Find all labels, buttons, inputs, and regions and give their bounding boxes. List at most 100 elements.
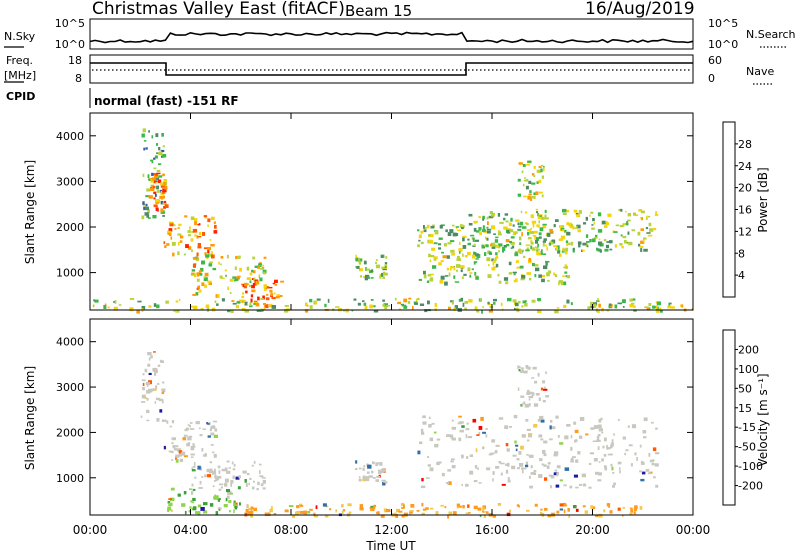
power-pixel: [503, 217, 506, 221]
vel-pixel: [525, 419, 529, 422]
vel-pixel: [181, 503, 186, 507]
vel-pixel: [570, 447, 573, 450]
vel-ytick-label: 4000: [56, 336, 84, 349]
power-pixel: [494, 257, 497, 261]
vel-pixel: [525, 464, 529, 468]
power-pixel: [175, 300, 179, 303]
power-pixel: [633, 212, 636, 216]
nsky-label: N.Sky: [4, 30, 36, 43]
vel-pixel: [425, 477, 430, 479]
power-pixel: [647, 215, 651, 218]
vel-pixel: [573, 474, 578, 478]
vel-pixel: [256, 488, 259, 491]
power-pixel: [637, 231, 641, 236]
vel-pixel: [191, 483, 194, 487]
vel-pixel: [376, 475, 380, 478]
power-pixel: [560, 227, 565, 231]
power-pixel: [617, 302, 622, 305]
power-pixel: [530, 197, 533, 201]
power-pixel: [590, 301, 593, 306]
power-pixel: [189, 226, 191, 230]
vel-pixel: [204, 474, 206, 478]
power-pixel: [495, 255, 499, 259]
vel-pixel: [530, 472, 535, 475]
vel-pixel: [543, 440, 548, 444]
power-pixel: [165, 300, 169, 304]
power-pixel: [209, 239, 212, 241]
power-pixel: [564, 281, 567, 286]
power-pixel: [212, 267, 217, 271]
vel-pixel: [268, 511, 271, 514]
power-pixel: [142, 128, 146, 133]
vel-pixel: [250, 510, 254, 515]
vel-pixel: [250, 506, 254, 510]
power-pixel: [492, 262, 495, 266]
power-pixel: [397, 301, 401, 305]
power-pixel: [417, 297, 420, 301]
power-pixel: [508, 222, 512, 227]
vel-pixel: [167, 508, 172, 511]
vel-pixel: [191, 490, 194, 495]
vel-pixel: [284, 509, 289, 513]
power-pixel: [370, 299, 374, 301]
vel-pixel: [578, 435, 583, 439]
vel-pixel: [431, 422, 435, 425]
vel-pixel: [197, 504, 202, 508]
power-pixel: [204, 284, 207, 288]
beam-label: Beam 15: [345, 2, 412, 20]
power-pixel: [156, 190, 160, 193]
power-pixel: [385, 256, 388, 259]
power-pixel: [622, 306, 625, 308]
vel-pixel: [166, 420, 169, 424]
power-pixel: [528, 259, 532, 264]
power-pixel: [628, 241, 633, 246]
power-pixel: [488, 264, 490, 267]
vel-pixel: [446, 434, 451, 437]
vel-pixel: [197, 465, 201, 470]
vel-pixel: [598, 428, 603, 432]
vel-pixel: [381, 479, 386, 482]
power-pixel: [524, 211, 528, 214]
power-pixel: [520, 249, 525, 252]
power-pixel: [457, 255, 460, 260]
vel-pixel: [572, 456, 576, 458]
vel-pixel: [467, 436, 473, 439]
power-pixel: [475, 230, 480, 233]
power-pixel: [363, 275, 366, 278]
power-pixel: [184, 215, 188, 218]
vel-pixel: [451, 437, 456, 441]
power-pixel: [413, 301, 418, 304]
power-pixel: [595, 234, 598, 239]
vel-pixel: [195, 511, 198, 515]
power-pixel: [482, 229, 486, 232]
power-pixel: [162, 188, 167, 193]
power-pixel: [439, 224, 443, 229]
power-pixel: [599, 249, 602, 253]
vel-pixel: [648, 453, 651, 457]
power-pixel: [155, 198, 160, 203]
vel-pixel: [553, 454, 558, 457]
power-pixel: [429, 259, 432, 263]
power-pixel: [510, 236, 515, 239]
power-pixel: [483, 244, 486, 247]
vel-pixel: [191, 501, 195, 504]
vel-pixel: [545, 395, 550, 398]
vel-pixel: [535, 393, 540, 396]
power-pixel: [194, 218, 198, 222]
power-pixel: [532, 235, 537, 237]
power-pixel: [646, 308, 650, 310]
power-pixel: [547, 233, 551, 237]
power-pixel: [585, 243, 589, 247]
power-pixel: [585, 234, 589, 238]
power-pixel: [167, 230, 172, 233]
power-pixel: [646, 215, 648, 219]
vel-pixel: [249, 477, 252, 481]
vel-pixel: [446, 482, 450, 485]
power-pixel: [482, 215, 485, 220]
power-pixel: [257, 296, 260, 301]
power-pixel: [540, 249, 543, 253]
power-pixel: [169, 232, 172, 236]
x-tick-label: 20:00: [575, 523, 610, 537]
power-pixel: [544, 214, 547, 218]
power-pixel: [522, 183, 525, 187]
